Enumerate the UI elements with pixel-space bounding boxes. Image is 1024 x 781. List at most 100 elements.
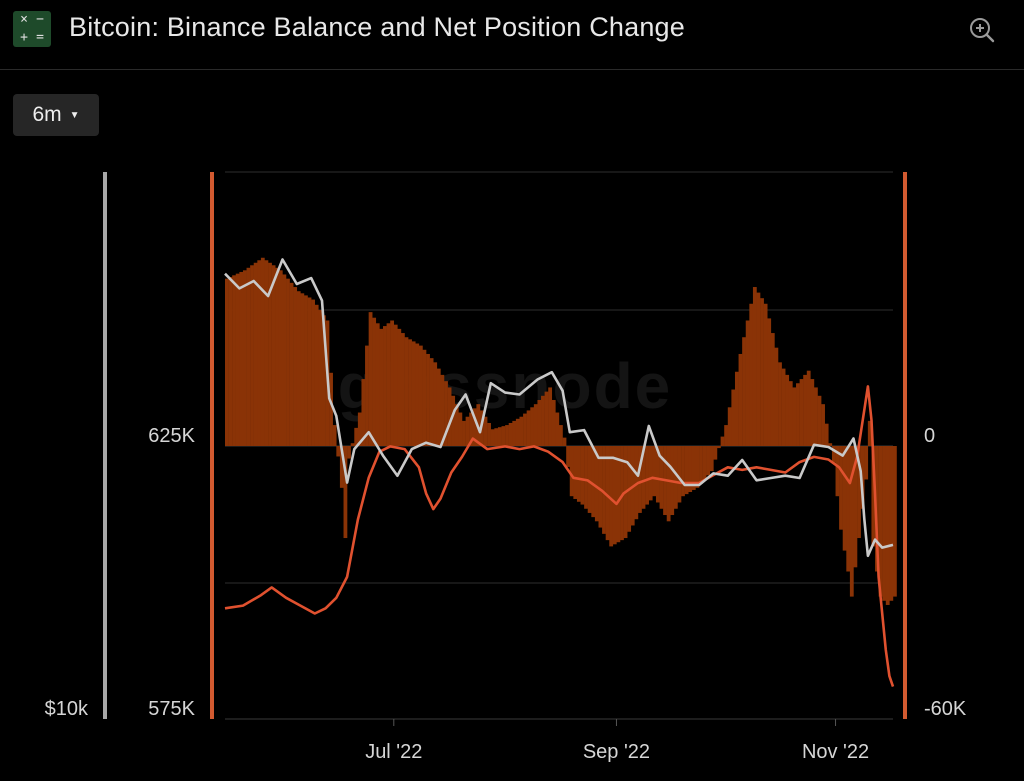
net-position-bar	[368, 312, 373, 446]
net-position-bar	[878, 446, 883, 597]
time-range-dropdown[interactable]: 6m ▼	[13, 94, 99, 136]
net-position-bar	[749, 303, 754, 446]
net-position-bar	[857, 446, 861, 539]
net-position-bar	[594, 446, 599, 522]
net-position-bar	[318, 310, 323, 446]
net-position-bar	[774, 347, 779, 446]
net-position-bar	[336, 446, 341, 457]
net-position-bar	[300, 293, 305, 446]
net-position-bar	[551, 399, 556, 446]
net-position-bar	[713, 446, 718, 460]
net-position-bar	[591, 446, 596, 518]
net-position-bar	[688, 446, 693, 493]
net-position-bar	[788, 381, 793, 446]
net-position-bar	[785, 374, 790, 446]
net-position-bar	[332, 425, 337, 446]
zoom-in-icon[interactable]	[968, 16, 996, 44]
net-position-bar	[289, 282, 294, 446]
net-position-bar	[397, 328, 402, 446]
net-position-bar	[587, 446, 592, 513]
net-position-bar	[304, 295, 308, 446]
net-position-bar	[756, 292, 761, 446]
net-position-bar	[239, 271, 244, 446]
net-position-bar	[893, 446, 897, 597]
net-position-bar	[745, 320, 750, 446]
net-position-bar	[483, 416, 488, 446]
net-position-bar	[433, 362, 438, 446]
net-position-bar	[400, 333, 405, 446]
net-position-bar	[386, 323, 391, 446]
net-position-bar	[339, 446, 344, 488]
net-position-bar	[447, 387, 452, 446]
net-position-bar	[821, 404, 825, 446]
net-position-bar	[738, 353, 743, 446]
net-position-bar	[429, 358, 434, 446]
net-position-bar	[379, 328, 384, 446]
net-position-bar	[404, 337, 409, 446]
x-tick-label: Jul '22	[365, 741, 422, 763]
net-position-bar	[580, 446, 585, 505]
calculator-icon: × − + =	[13, 11, 51, 47]
net-position-bar	[684, 446, 689, 495]
net-position-bar	[232, 275, 236, 446]
net-position-bar	[645, 446, 649, 505]
net-position-bar	[375, 323, 380, 446]
net-position-bar	[526, 410, 531, 446]
net-position-bar	[609, 446, 614, 547]
net-position-bar	[365, 345, 369, 446]
net-position-bar	[228, 276, 233, 446]
price-line	[224, 258, 894, 558]
net-position-bar	[810, 379, 815, 446]
net-position-bar	[648, 446, 653, 501]
net-position-bar	[487, 422, 491, 446]
net-position-bar	[250, 265, 254, 446]
net-position-bar	[641, 446, 646, 509]
net-position-bar	[867, 420, 872, 446]
net-position-bar	[422, 349, 427, 446]
net-position-bar	[537, 399, 542, 446]
net-position-bar	[293, 287, 298, 446]
time-range-label: 6m	[32, 103, 62, 126]
net-position-bar	[390, 320, 394, 446]
net-position-bar	[271, 265, 276, 446]
net-position-bar	[440, 374, 445, 446]
chart-title: Bitcoin: Binance Balance and Net Positio…	[69, 12, 685, 42]
net-position-bar	[278, 270, 283, 446]
net-position-bar	[472, 408, 477, 446]
net-position-bar	[559, 425, 563, 446]
net-position-bar	[515, 418, 520, 446]
net-position-bar	[691, 446, 696, 490]
line-series	[224, 258, 895, 688]
net-position-bar	[767, 318, 772, 446]
balance-tick-label: 625K	[148, 425, 195, 447]
net-position-bar	[497, 427, 502, 446]
net-position-bar	[666, 446, 671, 522]
net-position-bar	[469, 412, 474, 446]
net-position-bar	[835, 446, 840, 497]
net-position-bar	[242, 270, 247, 446]
net-position-bar	[307, 297, 312, 446]
net-position-bar	[260, 257, 265, 446]
net-position-bar	[225, 278, 229, 446]
net-position-bar	[799, 379, 804, 446]
net-position-bar	[253, 262, 258, 446]
net-position-bar	[770, 333, 775, 446]
x-tick-label: Sep '22	[583, 741, 650, 763]
net-position-bar	[494, 428, 499, 446]
net-position-bar	[393, 324, 398, 446]
net-position-bar	[562, 437, 567, 446]
net-position-bar	[889, 446, 894, 601]
net-position-bar	[411, 341, 416, 446]
net-position-bar	[508, 422, 513, 446]
net-position-bar	[257, 260, 262, 446]
net-position-bar	[699, 446, 703, 484]
net-position-bar	[576, 446, 581, 502]
net-position-bar	[415, 343, 420, 446]
x-tick-label: Nov '22	[802, 741, 869, 763]
net-position-bar	[523, 413, 527, 446]
net-position-bar	[361, 379, 366, 446]
net-position-bar	[569, 446, 574, 497]
net-position-bar	[813, 387, 818, 446]
net-position-bar	[652, 446, 657, 497]
net-position-bar	[343, 446, 348, 539]
